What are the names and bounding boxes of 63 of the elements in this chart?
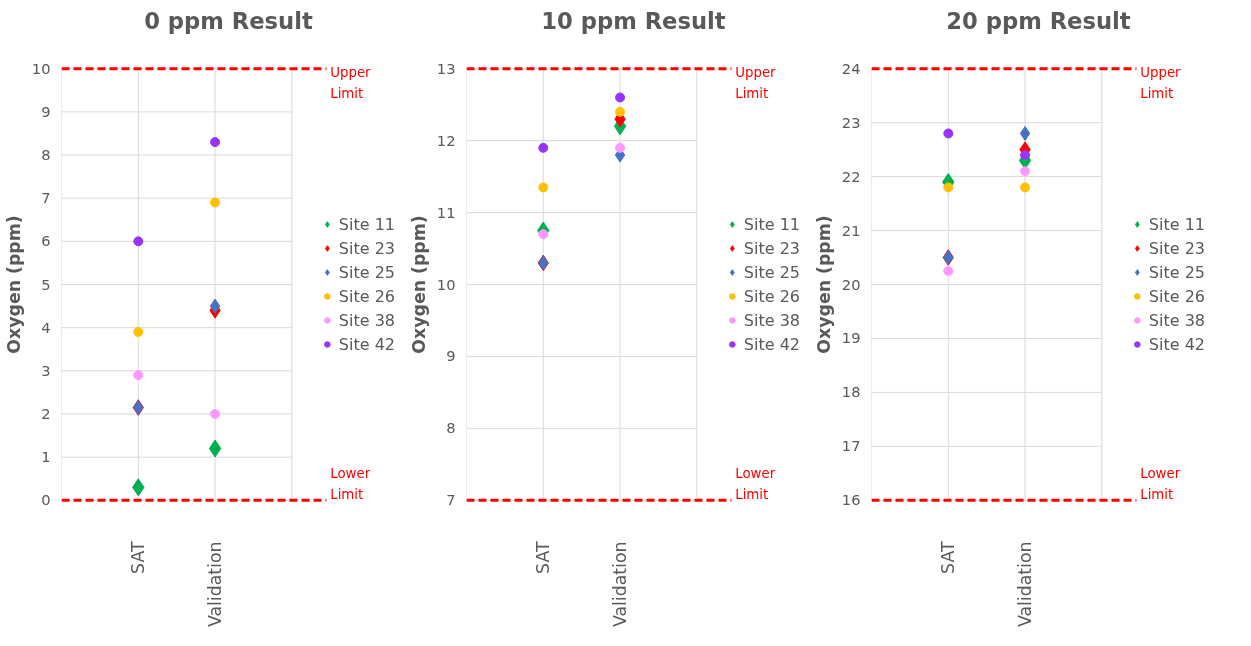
y-tick-label: 10 (31, 59, 51, 77)
legend-label: Site 42 (1148, 334, 1205, 354)
legend-label: Site 42 (743, 334, 800, 354)
y-tick-label: 7 (446, 491, 456, 509)
y-tick-label: 19 (841, 329, 861, 347)
legend-label: Site 38 (743, 310, 800, 330)
legend-label: Site 23 (338, 238, 395, 258)
y-axis-title: Oxygen (ppm) (813, 215, 834, 354)
x-tick-label: Validation (205, 541, 226, 628)
x-tick-label: SAT (938, 541, 959, 574)
legend-label: Site 25 (338, 262, 395, 282)
y-tick-label: 10 (436, 275, 456, 293)
ref-line-label: Upper Limit (735, 64, 777, 101)
y-tick-label: 8 (446, 419, 456, 437)
x-tick-label: Validation (610, 541, 631, 628)
y-tick-label: 11 (436, 203, 456, 221)
y-tick-label: 18 (841, 383, 861, 401)
legend-label: Site 11 (338, 214, 395, 234)
y-tick-label: 9 (41, 102, 51, 120)
legend-label: Site 26 (338, 286, 395, 306)
y-tick-label: 13 (436, 59, 456, 77)
y-tick-label: 9 (446, 347, 456, 365)
legend-label: Site 25 (743, 262, 800, 282)
x-tick-label: SAT (533, 541, 554, 574)
y-tick-label: 3 (41, 361, 51, 379)
y-axis-title: Oxygen (ppm) (408, 215, 429, 354)
chart-title: 20 ppm Result (946, 7, 1131, 34)
legend-label: Site 26 (743, 286, 800, 306)
y-tick-label: 6 (41, 232, 51, 250)
legend-label: Site 38 (1148, 310, 1205, 330)
ref-line-label: Upper Limit (1140, 64, 1182, 101)
y-tick-label: 12 (436, 131, 456, 149)
ref-line-label: Lower Limit (330, 466, 371, 503)
x-tick-label: SAT (128, 541, 149, 574)
y-tick-label: 24 (841, 59, 861, 77)
ref-line-label: Lower Limit (1140, 466, 1181, 503)
legend-label: Site 42 (338, 334, 395, 354)
legend-label: Site 11 (743, 214, 800, 234)
legend-label: Site 25 (1148, 262, 1205, 282)
y-tick-label: 5 (41, 275, 51, 293)
y-tick-label: 22 (841, 167, 861, 185)
y-tick-label: 23 (841, 113, 861, 131)
y-axis-title: Oxygen (ppm) (3, 215, 24, 354)
y-tick-label: 16 (841, 491, 861, 509)
legend-label: Site 23 (743, 238, 800, 258)
ref-line-label: Upper Limit (330, 64, 372, 101)
x-tick-label: Validation (1015, 541, 1036, 628)
legend-label: Site 26 (1148, 286, 1205, 306)
legend-label: Site 23 (1148, 238, 1205, 258)
chart-title: 0 ppm Result (144, 7, 313, 34)
legend-label: Site 11 (1148, 214, 1205, 234)
ref-line-label: Lower Limit (735, 466, 776, 503)
y-tick-label: 17 (841, 437, 861, 455)
y-tick-label: 20 (841, 275, 861, 293)
y-tick-label: 7 (41, 189, 51, 207)
y-tick-label: 2 (41, 404, 51, 422)
chart-title: 10 ppm Result (541, 7, 726, 34)
y-tick-label: 0 (41, 491, 51, 509)
y-tick-label: 1 (41, 448, 51, 466)
legend-label: Site 38 (338, 310, 395, 330)
y-tick-label: 4 (41, 318, 51, 336)
y-tick-label: 21 (841, 221, 861, 239)
y-tick-label: 8 (41, 146, 51, 164)
